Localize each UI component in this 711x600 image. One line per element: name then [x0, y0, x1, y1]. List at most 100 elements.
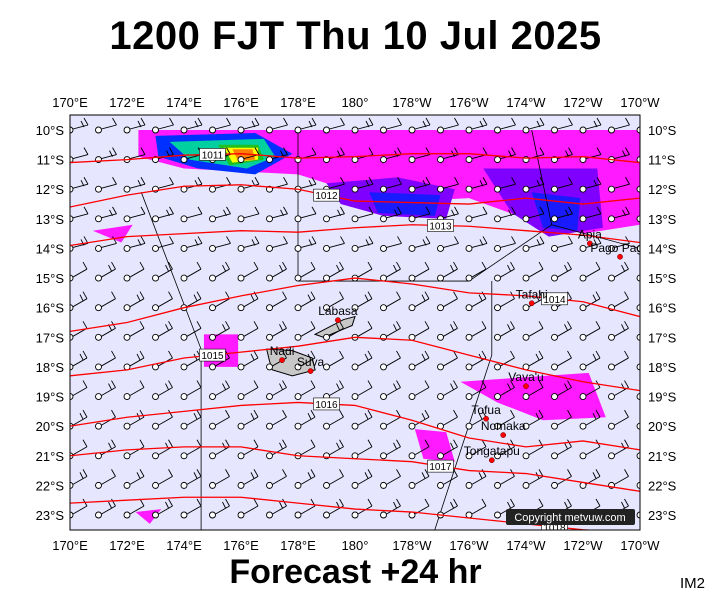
wind-barb [636, 393, 640, 400]
longitude-label: 180° [342, 95, 369, 110]
isobar-label: 1013 [427, 219, 454, 233]
wind-barb [465, 117, 488, 134]
wind-barb [70, 350, 88, 371]
wind-barb [465, 261, 487, 282]
svg-text:1016: 1016 [315, 400, 338, 411]
latitude-label: 11°S [37, 153, 65, 168]
wind-barb [351, 380, 373, 400]
wind-barb [323, 206, 345, 223]
wind-barb [351, 291, 373, 312]
longitude-label: 174°W [506, 95, 546, 110]
wind-barb [437, 236, 459, 252]
wind-barb [323, 350, 344, 371]
longitude-label: 176°W [449, 538, 489, 553]
wind-barb [408, 117, 431, 134]
wind-barb [579, 177, 602, 193]
longitude-label: 178°W [392, 538, 432, 553]
map-title: 1200 FJT Thu 10 Jul 2025 [109, 14, 602, 58]
wind-barb [522, 261, 544, 282]
svg-text:1011: 1011 [202, 150, 224, 161]
wind-barb [522, 206, 545, 223]
wind-barb [636, 511, 640, 519]
wind-barb [123, 380, 145, 400]
wind-barb [494, 117, 516, 134]
isobar-1017 [70, 446, 640, 492]
wind-barb [579, 350, 601, 371]
wind-barb [380, 439, 401, 460]
wind-barb [95, 498, 116, 519]
isobar-label: 1012 [313, 188, 340, 202]
wind-barb [579, 236, 602, 252]
wind-barb [323, 117, 345, 134]
wind-barb [209, 321, 230, 341]
wind-barb [522, 469, 544, 489]
wind-barb [152, 380, 173, 400]
wind-barb [209, 469, 230, 489]
wind-barb [70, 147, 89, 164]
wind-barb [237, 261, 259, 282]
latitude-label: 17°S [36, 330, 65, 345]
latitude-label: 23°S [648, 508, 677, 523]
wind-barb [636, 185, 640, 193]
svg-text:1012: 1012 [315, 191, 338, 202]
wind-barb [180, 469, 202, 489]
wind-barb [551, 350, 572, 371]
wind-barb [266, 206, 288, 223]
copyright-text: Copyright metvuw.com [514, 512, 625, 524]
wind-barb [522, 409, 544, 430]
svg-text:1018: 1018 [543, 523, 566, 534]
wind-barb [408, 380, 430, 400]
wind-barb [95, 261, 116, 282]
wind-barb [437, 291, 458, 312]
wind-barb [294, 380, 316, 400]
longitude-label: 170°W [620, 538, 660, 553]
wind-barb [608, 350, 629, 371]
wind-barb [209, 261, 230, 282]
wind-barb [70, 469, 88, 489]
wind-barb [465, 380, 487, 400]
product-code: IM2 [679, 575, 705, 592]
wind-barb [266, 261, 287, 282]
wind-barb [522, 380, 544, 400]
wind-barb [180, 498, 202, 519]
wind-barb [237, 439, 259, 460]
wind-barb [294, 350, 316, 371]
wind-barb [380, 350, 401, 371]
wind-barb [380, 261, 401, 282]
wind-barb [152, 117, 174, 134]
wind-barb [123, 498, 145, 519]
wind-barb [294, 206, 317, 223]
wind-barb [579, 117, 602, 134]
latitude-label: 10°S [36, 123, 65, 138]
wind-barb [636, 126, 640, 134]
wind-barb [209, 380, 230, 400]
latitude-label: 20°S [36, 419, 65, 434]
wind-barb [152, 439, 173, 460]
wind-barb [608, 206, 630, 223]
wind-barb [351, 409, 373, 430]
wind-barb [95, 206, 117, 223]
wind-barb [266, 321, 287, 341]
longitude-labels: 170°E 170°E 172°E 172°E 174°E 174°E 176°E 176°E… [52, 95, 660, 553]
wind-barb [152, 291, 173, 312]
wind-barb [323, 261, 344, 282]
wind-barb [351, 469, 373, 489]
wind-barb [152, 409, 173, 430]
svg-text:1015: 1015 [201, 351, 224, 362]
wind-barb [636, 274, 640, 282]
wind-barb [294, 291, 316, 312]
wind-barb [237, 498, 259, 519]
wind-barb [95, 380, 116, 400]
wind-barb [408, 469, 430, 489]
wind-barb [180, 380, 202, 400]
wind-barb [266, 409, 287, 430]
wind-barb [494, 350, 515, 371]
wind-barb [408, 439, 430, 460]
wind-barb [351, 117, 374, 134]
wind-barb [579, 147, 602, 164]
wind-barb [237, 380, 259, 400]
place-nadi: Nadi [270, 344, 294, 363]
isobar-1013 [70, 224, 640, 247]
longitude-label: 170°W [620, 95, 660, 110]
